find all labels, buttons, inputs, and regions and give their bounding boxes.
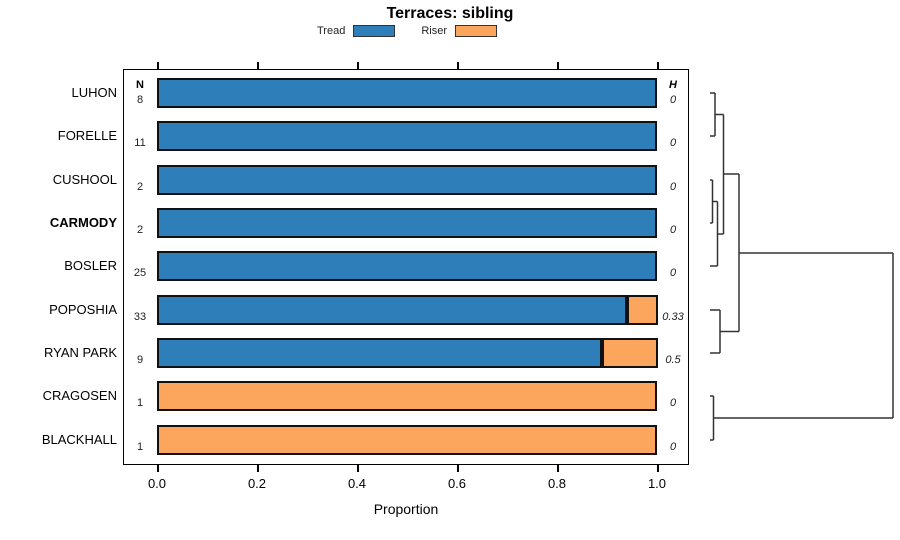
n-value: 33 [133, 311, 147, 323]
bar-row [157, 338, 658, 368]
h-value: 0 [669, 181, 677, 193]
x-axis-tick-label: 0.4 [347, 476, 367, 491]
x-axis-tick [157, 465, 159, 472]
chart-title: Terraces: sibling [386, 5, 514, 22]
x-axis-tick [357, 465, 359, 472]
x-axis-tick-top [457, 62, 459, 69]
x-axis-tick [457, 465, 459, 472]
bar-row [157, 78, 657, 108]
bar-row [157, 251, 657, 281]
y-axis-label: BOSLER [64, 258, 117, 273]
n-value: 11 [134, 137, 146, 149]
legend-swatch-riser [455, 25, 497, 37]
x-axis-title: Proportion [373, 501, 439, 517]
x-axis-tick-label: 0.2 [247, 476, 267, 491]
y-axis-label: FORELLE [57, 128, 117, 143]
bar-segment-riser [627, 295, 658, 325]
h-value: 0 [669, 441, 677, 453]
x-axis-tick-label: 0.6 [447, 476, 467, 491]
n-value: 2 [136, 224, 144, 236]
h-column-header: H [669, 79, 677, 91]
x-axis-tick-top [157, 62, 159, 69]
y-axis-label: CRAGOSEN [42, 388, 117, 403]
h-value: 0.33 [662, 311, 684, 323]
bar-segment-tread [157, 208, 657, 238]
bar-segment-tread [157, 78, 657, 108]
x-axis-tick-top [557, 62, 559, 69]
n-value: 1 [136, 441, 144, 453]
bar-segment-tread [157, 295, 627, 325]
h-value: 0 [669, 94, 677, 106]
y-axis-label: CUSHOOL [52, 172, 117, 187]
x-axis-tick-top [357, 62, 359, 69]
h-value: 0 [669, 137, 677, 149]
bar-row [157, 121, 657, 151]
bar-segment-riser [157, 425, 657, 455]
y-axis-label: POPOSHIA [49, 302, 117, 317]
bar-row [157, 208, 657, 238]
y-axis-label: RYAN PARK [44, 345, 117, 360]
x-axis-tick [657, 465, 659, 472]
x-axis-tick-label: 0.0 [147, 476, 167, 491]
legend-label: Tread [317, 25, 346, 37]
bar-segment-riser [157, 381, 657, 411]
legend-item-riser: Riser [421, 25, 497, 37]
n-value: 2 [136, 181, 144, 193]
legend-label: Riser [421, 25, 447, 37]
n-value: 1 [136, 397, 144, 409]
h-value: 0.5 [665, 354, 681, 366]
n-value: 9 [136, 354, 144, 366]
h-value: 0 [669, 397, 677, 409]
x-axis-tick-label: 0.8 [547, 476, 567, 491]
x-axis-tick [557, 465, 559, 472]
h-value: 0 [669, 267, 677, 279]
bar-row [157, 295, 658, 325]
bar-segment-tread [157, 165, 657, 195]
n-value: 25 [133, 267, 147, 279]
bar-row [157, 381, 657, 411]
x-axis-tick [257, 465, 259, 472]
n-value: 8 [136, 94, 144, 106]
y-axis-label: LUHON [71, 85, 117, 100]
bar-row [157, 165, 657, 195]
y-axis-label: CARMODY [49, 215, 117, 230]
n-column-header: N [136, 79, 144, 91]
legend-swatch-tread [353, 25, 396, 37]
legend: Tread Riser [317, 25, 497, 37]
bar-segment-tread [157, 121, 657, 151]
x-axis-tick-top [257, 62, 259, 69]
bar-row [157, 425, 657, 455]
x-axis-tick-label: 1.0 [647, 476, 667, 491]
bar-segment-tread [157, 251, 657, 281]
x-axis-tick-top [657, 62, 659, 69]
h-value: 0 [669, 224, 677, 236]
y-axis-label: BLACKHALL [41, 432, 117, 447]
bar-segment-tread [157, 338, 602, 368]
legend-item-tread: Tread [317, 25, 396, 37]
bar-segment-riser [602, 338, 658, 368]
